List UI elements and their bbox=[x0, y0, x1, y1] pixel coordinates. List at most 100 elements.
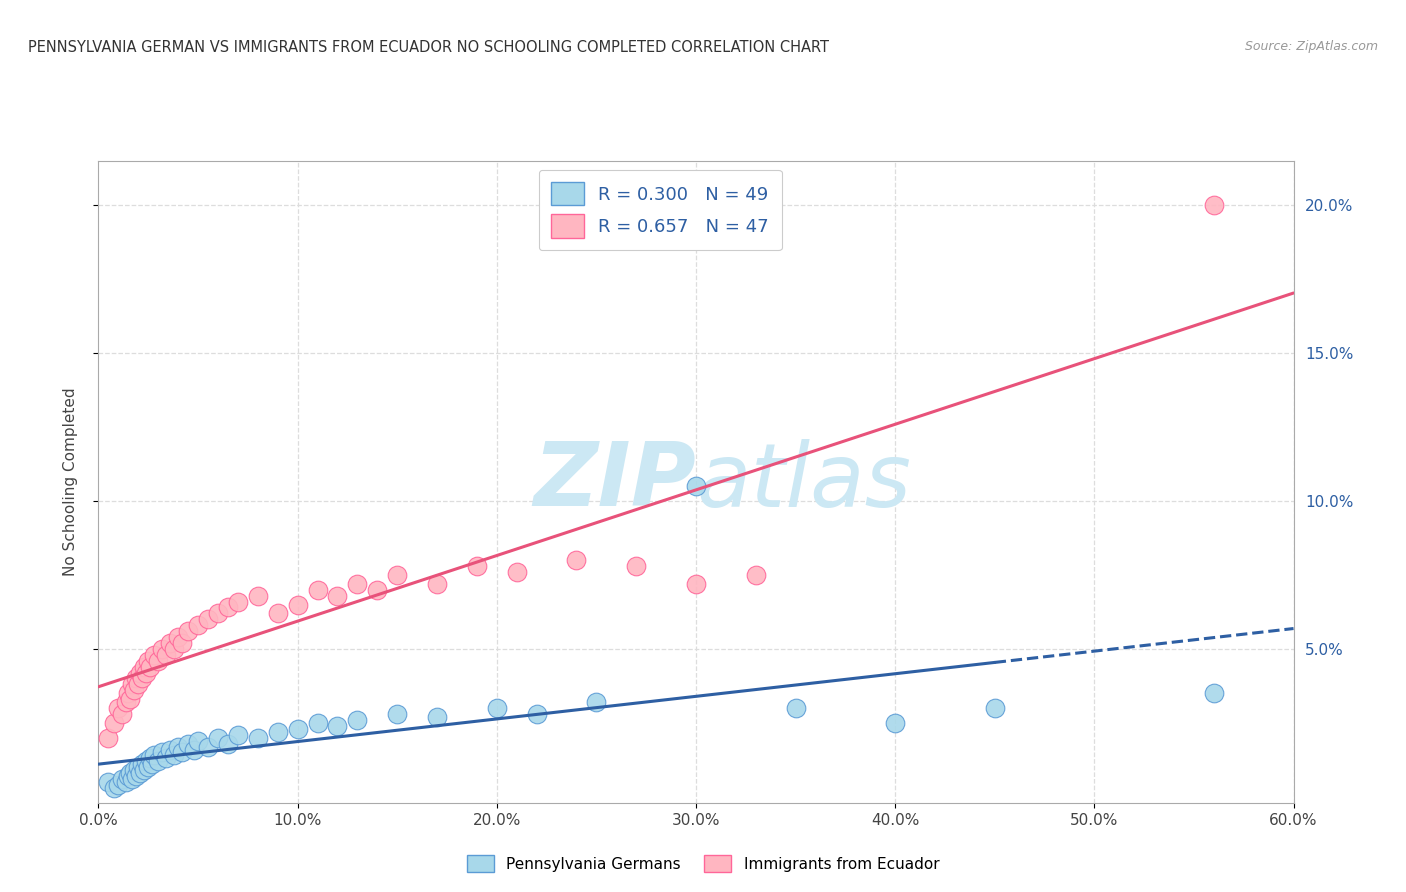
Point bbox=[172, 746, 194, 760]
Point bbox=[183, 742, 205, 756]
Point bbox=[121, 677, 143, 691]
Point bbox=[135, 755, 157, 769]
Point bbox=[984, 701, 1007, 715]
Point bbox=[127, 760, 149, 774]
Point bbox=[124, 683, 146, 698]
Point bbox=[585, 695, 607, 709]
Point bbox=[143, 648, 166, 662]
Point bbox=[129, 766, 152, 780]
Point bbox=[485, 701, 508, 715]
Point bbox=[884, 715, 907, 730]
Point bbox=[115, 695, 138, 709]
Point bbox=[465, 559, 488, 574]
Text: ZIP: ZIP bbox=[533, 438, 696, 525]
Point bbox=[226, 594, 249, 608]
Point bbox=[307, 715, 329, 730]
Point bbox=[745, 568, 768, 582]
Point bbox=[246, 731, 269, 745]
Point bbox=[287, 598, 309, 612]
Point bbox=[785, 701, 807, 715]
Point bbox=[148, 654, 170, 668]
Point bbox=[131, 757, 153, 772]
Point bbox=[125, 769, 148, 783]
Point bbox=[217, 737, 239, 751]
Point bbox=[197, 739, 219, 754]
Point bbox=[127, 677, 149, 691]
Point bbox=[366, 582, 388, 597]
Point bbox=[326, 719, 349, 733]
Point bbox=[177, 624, 200, 639]
Point bbox=[187, 618, 209, 632]
Point bbox=[150, 746, 173, 760]
Point bbox=[346, 713, 368, 727]
Point bbox=[197, 612, 219, 626]
Point bbox=[177, 737, 200, 751]
Point bbox=[506, 565, 529, 579]
Point bbox=[326, 589, 349, 603]
Point bbox=[207, 731, 229, 745]
Point bbox=[124, 764, 146, 778]
Y-axis label: No Schooling Completed: No Schooling Completed bbox=[63, 387, 77, 576]
Legend: R = 0.300   N = 49, R = 0.657   N = 47: R = 0.300 N = 49, R = 0.657 N = 47 bbox=[538, 169, 782, 251]
Point bbox=[97, 775, 120, 789]
Point bbox=[103, 780, 125, 795]
Point bbox=[267, 724, 290, 739]
Point bbox=[385, 568, 409, 582]
Point bbox=[131, 672, 153, 686]
Point bbox=[103, 715, 125, 730]
Point bbox=[526, 706, 548, 721]
Point bbox=[685, 479, 707, 493]
Point bbox=[346, 576, 368, 591]
Point bbox=[159, 636, 181, 650]
Point bbox=[121, 772, 143, 786]
Point bbox=[167, 739, 190, 754]
Point bbox=[155, 751, 177, 765]
Point bbox=[267, 607, 290, 621]
Legend: Pennsylvania Germans, Immigrants from Ecuador: Pennsylvania Germans, Immigrants from Ec… bbox=[458, 847, 948, 880]
Point bbox=[426, 710, 449, 724]
Point bbox=[187, 733, 209, 747]
Point bbox=[226, 728, 249, 742]
Text: Source: ZipAtlas.com: Source: ZipAtlas.com bbox=[1244, 40, 1378, 54]
Point bbox=[159, 742, 181, 756]
Point bbox=[143, 748, 166, 763]
Point bbox=[139, 751, 162, 765]
Point bbox=[111, 706, 134, 721]
Point bbox=[150, 641, 173, 656]
Point bbox=[287, 722, 309, 736]
Point bbox=[426, 576, 449, 591]
Point bbox=[115, 775, 138, 789]
Point bbox=[207, 607, 229, 621]
Point bbox=[155, 648, 177, 662]
Point bbox=[1202, 686, 1225, 700]
Point bbox=[97, 731, 120, 745]
Point bbox=[1202, 198, 1225, 212]
Point bbox=[163, 641, 186, 656]
Point bbox=[685, 576, 707, 591]
Point bbox=[307, 582, 329, 597]
Point bbox=[120, 766, 142, 780]
Point bbox=[129, 665, 152, 680]
Point bbox=[565, 553, 588, 567]
Point bbox=[134, 764, 156, 778]
Point bbox=[385, 706, 409, 721]
Point bbox=[246, 589, 269, 603]
Point bbox=[141, 757, 163, 772]
Point bbox=[136, 760, 159, 774]
Point bbox=[134, 659, 156, 673]
Point bbox=[217, 600, 239, 615]
Point bbox=[139, 659, 162, 673]
Point bbox=[120, 692, 142, 706]
Point bbox=[626, 559, 648, 574]
Point bbox=[107, 778, 129, 792]
Text: PENNSYLVANIA GERMAN VS IMMIGRANTS FROM ECUADOR NO SCHOOLING COMPLETED CORRELATIO: PENNSYLVANIA GERMAN VS IMMIGRANTS FROM E… bbox=[28, 40, 830, 55]
Point bbox=[125, 672, 148, 686]
Point bbox=[117, 686, 139, 700]
Point bbox=[167, 630, 190, 644]
Point bbox=[148, 755, 170, 769]
Point bbox=[135, 665, 157, 680]
Point bbox=[136, 654, 159, 668]
Point bbox=[107, 701, 129, 715]
Point bbox=[172, 636, 194, 650]
Text: atlas: atlas bbox=[696, 439, 911, 524]
